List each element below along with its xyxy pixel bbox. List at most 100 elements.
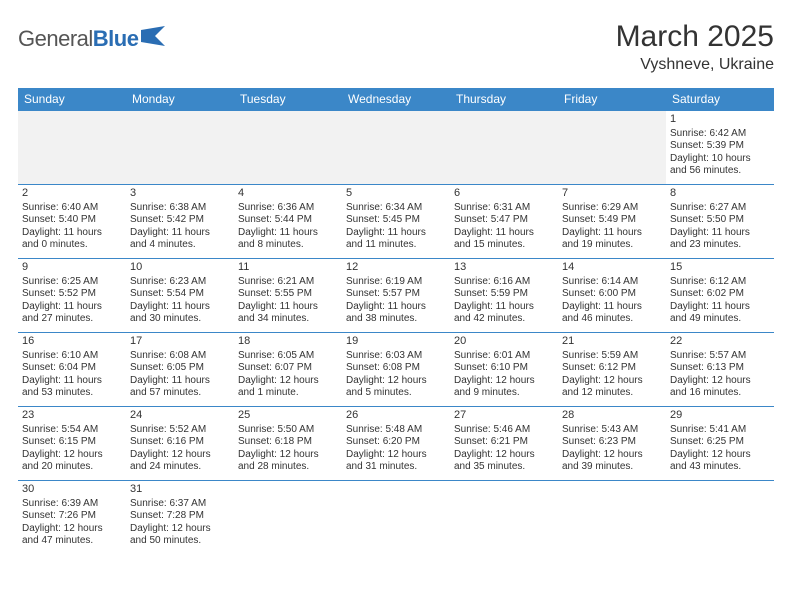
cell-text-line: Sunset: 6:02 PM <box>670 288 770 301</box>
cell-text-line: and 30 minutes. <box>130 313 230 326</box>
cell-text-line: and 56 minutes. <box>670 165 770 178</box>
calendar-week-row: 1Sunrise: 6:42 AMSunset: 5:39 PMDaylight… <box>18 111 774 185</box>
cell-text-line: Sunset: 5:42 PM <box>130 214 230 227</box>
calendar-cell <box>450 481 558 555</box>
cell-text-line: Daylight: 11 hours <box>130 227 230 240</box>
day-header: Sunday <box>18 88 126 111</box>
cell-text-line: and 38 minutes. <box>346 313 446 326</box>
cell-text-line: Daylight: 12 hours <box>670 375 770 388</box>
cell-text-line: Sunset: 5:59 PM <box>454 288 554 301</box>
cell-text-line: Sunset: 5:49 PM <box>562 214 662 227</box>
cell-text-line: Daylight: 11 hours <box>22 301 122 314</box>
cell-text-line: Sunset: 6:04 PM <box>22 362 122 375</box>
cell-text-line: Sunrise: 6:12 AM <box>670 276 770 289</box>
day-number: 24 <box>130 409 230 423</box>
cell-text-line: and 53 minutes. <box>22 387 122 400</box>
cell-text-line: Sunrise: 5:52 AM <box>130 424 230 437</box>
cell-text-line: Sunrise: 5:57 AM <box>670 350 770 363</box>
cell-text-line: Daylight: 11 hours <box>346 227 446 240</box>
calendar-cell: 8Sunrise: 6:27 AMSunset: 5:50 PMDaylight… <box>666 185 774 259</box>
day-number: 1 <box>670 113 770 127</box>
day-number: 21 <box>562 335 662 349</box>
day-number: 30 <box>22 483 122 497</box>
cell-text-line: and 12 minutes. <box>562 387 662 400</box>
day-number: 7 <box>562 187 662 201</box>
cell-text-line: Daylight: 11 hours <box>238 227 338 240</box>
cell-text-line: Sunrise: 6:34 AM <box>346 202 446 215</box>
calendar-week-row: 9Sunrise: 6:25 AMSunset: 5:52 PMDaylight… <box>18 259 774 333</box>
calendar-cell: 29Sunrise: 5:41 AMSunset: 6:25 PMDayligh… <box>666 407 774 481</box>
cell-text-line: Sunset: 6:20 PM <box>346 436 446 449</box>
day-header: Monday <box>126 88 234 111</box>
cell-text-line: Sunset: 5:52 PM <box>22 288 122 301</box>
cell-text-line: Sunrise: 5:48 AM <box>346 424 446 437</box>
cell-text-line: Daylight: 11 hours <box>670 227 770 240</box>
calendar-cell <box>450 111 558 185</box>
calendar-cell: 1Sunrise: 6:42 AMSunset: 5:39 PMDaylight… <box>666 111 774 185</box>
cell-text-line: Sunrise: 6:08 AM <box>130 350 230 363</box>
cell-text-line: and 34 minutes. <box>238 313 338 326</box>
calendar-cell: 19Sunrise: 6:03 AMSunset: 6:08 PMDayligh… <box>342 333 450 407</box>
day-number: 5 <box>346 187 446 201</box>
calendar-cell: 22Sunrise: 5:57 AMSunset: 6:13 PMDayligh… <box>666 333 774 407</box>
calendar-cell: 10Sunrise: 6:23 AMSunset: 5:54 PMDayligh… <box>126 259 234 333</box>
cell-text-line: and 1 minute. <box>238 387 338 400</box>
cell-text-line: Sunset: 5:54 PM <box>130 288 230 301</box>
cell-text-line: and 20 minutes. <box>22 461 122 474</box>
cell-text-line: Sunset: 6:21 PM <box>454 436 554 449</box>
cell-text-line: Sunset: 6:25 PM <box>670 436 770 449</box>
calendar-week-row: 30Sunrise: 6:39 AMSunset: 7:26 PMDayligh… <box>18 481 774 555</box>
cell-text-line: Daylight: 11 hours <box>454 301 554 314</box>
cell-text-line: Sunset: 6:16 PM <box>130 436 230 449</box>
cell-text-line: Daylight: 12 hours <box>454 449 554 462</box>
calendar-cell: 30Sunrise: 6:39 AMSunset: 7:26 PMDayligh… <box>18 481 126 555</box>
cell-text-line: Daylight: 12 hours <box>454 375 554 388</box>
cell-text-line: and 49 minutes. <box>670 313 770 326</box>
cell-text-line: and 39 minutes. <box>562 461 662 474</box>
day-header: Thursday <box>450 88 558 111</box>
cell-text-line: and 15 minutes. <box>454 239 554 252</box>
cell-text-line: Sunrise: 6:16 AM <box>454 276 554 289</box>
cell-text-line: Daylight: 11 hours <box>130 375 230 388</box>
cell-text-line: Sunset: 5:47 PM <box>454 214 554 227</box>
cell-text-line: Sunrise: 5:41 AM <box>670 424 770 437</box>
cell-text-line: Daylight: 11 hours <box>130 301 230 314</box>
calendar-cell: 15Sunrise: 6:12 AMSunset: 6:02 PMDayligh… <box>666 259 774 333</box>
day-number: 13 <box>454 261 554 275</box>
day-header: Wednesday <box>342 88 450 111</box>
calendar-cell: 25Sunrise: 5:50 AMSunset: 6:18 PMDayligh… <box>234 407 342 481</box>
day-number: 9 <box>22 261 122 275</box>
day-number: 17 <box>130 335 230 349</box>
cell-text-line: Sunrise: 5:59 AM <box>562 350 662 363</box>
cell-text-line: Daylight: 12 hours <box>346 375 446 388</box>
cell-text-line: Sunrise: 5:54 AM <box>22 424 122 437</box>
cell-text-line: Sunrise: 6:23 AM <box>130 276 230 289</box>
day-number: 11 <box>238 261 338 275</box>
calendar-header-row: SundayMondayTuesdayWednesdayThursdayFrid… <box>18 88 774 111</box>
cell-text-line: Daylight: 11 hours <box>238 301 338 314</box>
day-number: 18 <box>238 335 338 349</box>
cell-text-line: Sunset: 6:18 PM <box>238 436 338 449</box>
cell-text-line: and 9 minutes. <box>454 387 554 400</box>
cell-text-line: Sunset: 6:07 PM <box>238 362 338 375</box>
month-title: March 2025 <box>616 20 774 54</box>
calendar-cell: 17Sunrise: 6:08 AMSunset: 6:05 PMDayligh… <box>126 333 234 407</box>
cell-text-line: and 24 minutes. <box>130 461 230 474</box>
cell-text-line: and 16 minutes. <box>670 387 770 400</box>
calendar-cell: 7Sunrise: 6:29 AMSunset: 5:49 PMDaylight… <box>558 185 666 259</box>
cell-text-line: Sunrise: 6:14 AM <box>562 276 662 289</box>
calendar-cell: 4Sunrise: 6:36 AMSunset: 5:44 PMDaylight… <box>234 185 342 259</box>
day-number: 6 <box>454 187 554 201</box>
calendar-cell: 18Sunrise: 6:05 AMSunset: 6:07 PMDayligh… <box>234 333 342 407</box>
calendar-cell: 11Sunrise: 6:21 AMSunset: 5:55 PMDayligh… <box>234 259 342 333</box>
cell-text-line: Sunset: 7:26 PM <box>22 510 122 523</box>
cell-text-line: Sunrise: 6:21 AM <box>238 276 338 289</box>
cell-text-line: Sunrise: 6:38 AM <box>130 202 230 215</box>
day-number: 16 <box>22 335 122 349</box>
cell-text-line: and 19 minutes. <box>562 239 662 252</box>
day-number: 14 <box>562 261 662 275</box>
cell-text-line: and 11 minutes. <box>346 239 446 252</box>
cell-text-line: Daylight: 12 hours <box>346 449 446 462</box>
calendar-cell <box>342 111 450 185</box>
calendar-cell <box>234 111 342 185</box>
